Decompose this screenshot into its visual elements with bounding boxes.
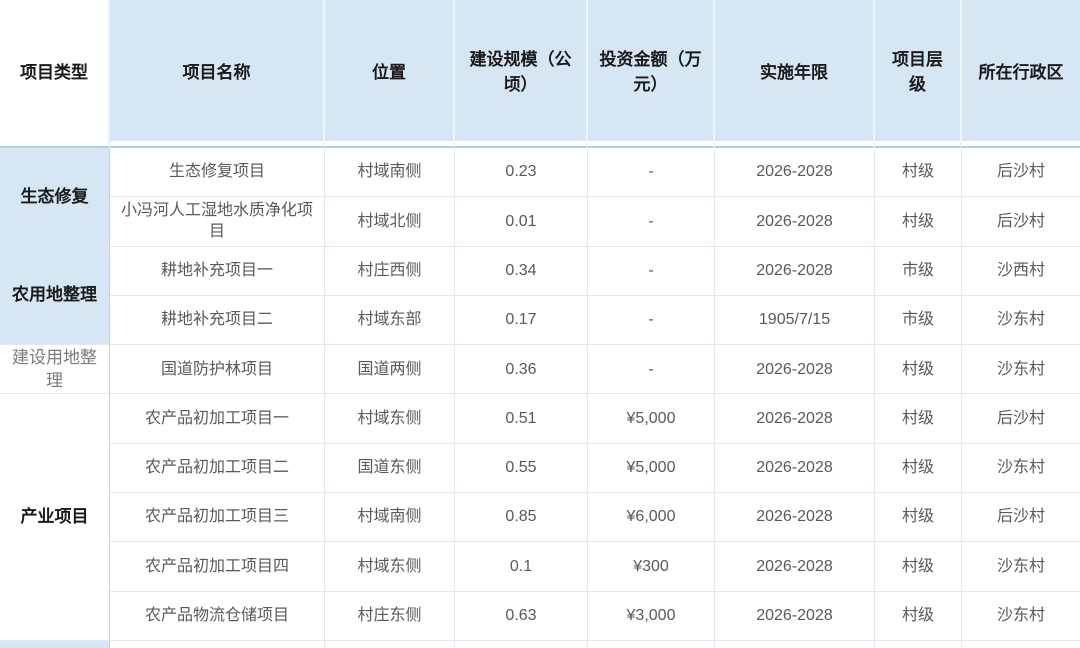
- cell-district: 后沙村: [962, 394, 1080, 444]
- cell-district: 后沙村: [962, 148, 1080, 198]
- cell-years: 2026-2028: [715, 542, 875, 592]
- cell-name: 耕地补充项目二: [110, 295, 325, 346]
- cell-name: 农产品初加工项目四: [110, 542, 325, 592]
- group-cell: 生态修复: [0, 148, 110, 247]
- cell-level: 村级: [875, 591, 962, 641]
- cell-investment: ¥6,000: [588, 493, 715, 543]
- cell-location: 村域南侧: [325, 493, 455, 543]
- cell-district: 后沙村: [962, 197, 1080, 247]
- cell-partial: [325, 640, 455, 648]
- column-header-scale: 建设规模（公顷）: [455, 0, 588, 148]
- cell-level: 市级: [875, 295, 962, 346]
- cell-scale: 0.63: [455, 591, 588, 641]
- cell-investment: -: [588, 295, 715, 346]
- cell-investment: ¥300: [588, 542, 715, 592]
- cell-district: 沙东村: [962, 345, 1080, 395]
- cell-scale: 0.01: [455, 197, 588, 247]
- cell-investment: ¥3,000: [588, 591, 715, 641]
- cell-district: 沙东村: [962, 443, 1080, 494]
- cell-name: 农产品初加工项目三: [110, 493, 325, 543]
- cell-name: 农产品初加工项目二: [110, 443, 325, 494]
- cell-years: 2026-2028: [715, 394, 875, 444]
- cell-partial: [715, 640, 875, 648]
- column-header-investment: 投资金额（万元）: [588, 0, 715, 148]
- cell-level: 村级: [875, 394, 962, 444]
- cell-name: 农产品物流仓储项目: [110, 591, 325, 641]
- cell-investment: ¥5,000: [588, 443, 715, 494]
- group-cell: 产业项目: [0, 394, 110, 641]
- column-header-location: 位置: [325, 0, 455, 148]
- cell-partial: [110, 640, 325, 648]
- cell-location: 国道两侧: [325, 345, 455, 395]
- cell-years: 2026-2028: [715, 443, 875, 494]
- cell-scale: 0.23: [455, 148, 588, 198]
- cell-years: 2026-2028: [715, 493, 875, 543]
- cell-name: 生态修复项目: [110, 148, 325, 198]
- column-header-district: 所在行政区: [962, 0, 1080, 148]
- cell-scale: 0.34: [455, 246, 588, 296]
- cell-years: 2026-2028: [715, 591, 875, 641]
- column-header-level: 项目层级: [875, 0, 962, 148]
- group-cell: 建设用地整理: [0, 345, 110, 395]
- cell-years: 2026-2028: [715, 246, 875, 296]
- cell-investment: -: [588, 246, 715, 296]
- cell-years: 2026-2028: [715, 345, 875, 395]
- cell-location: 国道东侧: [325, 443, 455, 494]
- column-header-project-name: 项目名称: [110, 0, 325, 148]
- cell-scale: 0.36: [455, 345, 588, 395]
- cell-name: 小冯河人工湿地水质净化项目: [110, 197, 325, 247]
- cell-scale: 0.51: [455, 394, 588, 444]
- cell-level: 村级: [875, 443, 962, 494]
- cell-level: 市级: [875, 246, 962, 296]
- cell-location: 村庄西侧: [325, 246, 455, 296]
- group-cell-partial: [0, 640, 110, 648]
- cell-scale: 0.55: [455, 443, 588, 494]
- cell-level: 村级: [875, 542, 962, 592]
- cell-investment: -: [588, 148, 715, 198]
- cell-location: 村域东侧: [325, 542, 455, 592]
- cell-level: 村级: [875, 493, 962, 543]
- cell-level: 村级: [875, 148, 962, 198]
- cell-investment: ¥5,000: [588, 394, 715, 444]
- cell-partial: [875, 640, 962, 648]
- cell-scale: 0.1: [455, 542, 588, 592]
- cell-years: 1905/7/15: [715, 295, 875, 346]
- cell-level: 村级: [875, 345, 962, 395]
- cell-location: 村域东侧: [325, 394, 455, 444]
- cell-partial: [588, 640, 715, 648]
- cell-district: 沙西村: [962, 246, 1080, 296]
- cell-location: 村庄东侧: [325, 591, 455, 641]
- group-cell: 农用地整理: [0, 246, 110, 346]
- column-header-project-type: 项目类型: [0, 0, 110, 148]
- cell-name: 国道防护林项目: [110, 345, 325, 395]
- cell-scale: 0.17: [455, 295, 588, 346]
- cell-scale: 0.85: [455, 493, 588, 543]
- cell-district: 沙东村: [962, 542, 1080, 592]
- cell-name: 耕地补充项目一: [110, 246, 325, 296]
- cell-investment: -: [588, 197, 715, 247]
- cell-location: 村域北侧: [325, 197, 455, 247]
- cell-investment: -: [588, 345, 715, 395]
- cell-district: 沙东村: [962, 591, 1080, 641]
- cell-partial: [962, 640, 1080, 648]
- cell-partial: [455, 640, 588, 648]
- cell-name: 农产品初加工项目一: [110, 394, 325, 444]
- cell-district: 沙东村: [962, 295, 1080, 346]
- cell-location: 村域东部: [325, 295, 455, 346]
- column-header-years: 实施年限: [715, 0, 875, 148]
- cell-years: 2026-2028: [715, 197, 875, 247]
- cell-years: 2026-2028: [715, 148, 875, 198]
- cell-district: 后沙村: [962, 493, 1080, 543]
- cell-location: 村域南侧: [325, 148, 455, 198]
- cell-level: 村级: [875, 197, 962, 247]
